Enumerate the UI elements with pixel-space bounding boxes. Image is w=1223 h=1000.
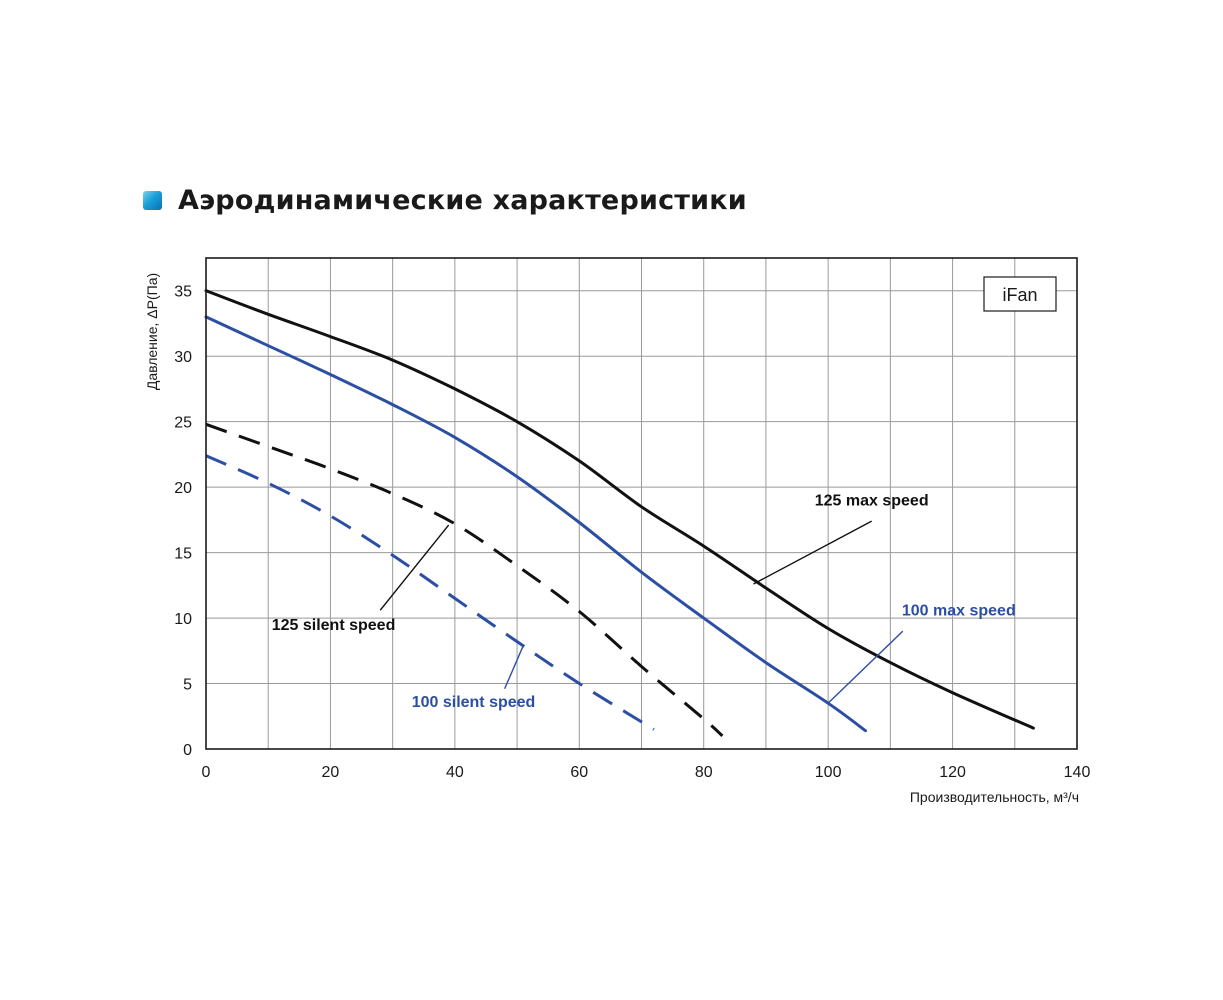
y-tick-label: 0 (183, 742, 192, 759)
annotations: 125 max speed 100 max speed 125 silent spe… (272, 492, 1016, 711)
x-tick-label: 80 (695, 764, 713, 781)
x-tick-label: 60 (570, 764, 588, 781)
series-line-125-max-speed (204, 289, 1035, 730)
y-tick-label: 10 (174, 611, 192, 628)
brand-label: iFan (1002, 285, 1037, 305)
series-line-100-silent-speed (205, 454, 655, 731)
y-tick-label: 15 (174, 546, 192, 563)
x-tick-label: 100 (815, 764, 842, 781)
x-tick-label: 0 (202, 764, 211, 781)
plot-frame (205, 257, 1078, 750)
series-lines (204, 289, 1035, 738)
annotation-100-silent-speed: 100 silent speed (412, 694, 536, 711)
annotation-125-silent-speed: 125 silent speed (272, 617, 396, 634)
y-tick-label: 5 (183, 677, 192, 694)
annotation-100-max-speed: 100 max speed (902, 602, 1016, 619)
brand-box: iFan (983, 276, 1057, 312)
series-line-100-max-speed (204, 315, 867, 733)
title-row: Аэродинамические характеристики (143, 178, 747, 222)
y-tick-label: 20 (174, 480, 192, 497)
x-tick-label: 40 (446, 764, 464, 781)
y-tick-label: 25 (174, 415, 192, 432)
x-axis-label: Производительность, м³/ч (910, 789, 1079, 805)
series-line-125-silent-speed (205, 422, 724, 738)
leader-line-100-silent-speed (503, 645, 524, 690)
leader-line-125-silent-speed (379, 524, 450, 611)
page-title: Аэродинамические характеристики (178, 184, 747, 216)
tick-labels: 0 5 10 15 20 25 30 35 0 20 40 60 80 100 120 140 (174, 284, 1090, 781)
square-bullet-icon (143, 190, 162, 210)
annotation-125-max-speed: 125 max speed (815, 492, 929, 509)
y-axis-label: Давление, ΔP(Па) (144, 273, 160, 390)
x-tick-label: 20 (322, 764, 340, 781)
x-tick-label: 140 (1064, 764, 1091, 781)
leader-line-100-max-speed (827, 630, 904, 704)
leader-line-125-max-speed (753, 520, 873, 585)
y-tick-label: 35 (174, 284, 192, 301)
grid (206, 258, 1077, 749)
brand-box-frame (983, 276, 1057, 312)
y-tick-label: 30 (174, 349, 192, 366)
x-tick-label: 120 (939, 764, 966, 781)
